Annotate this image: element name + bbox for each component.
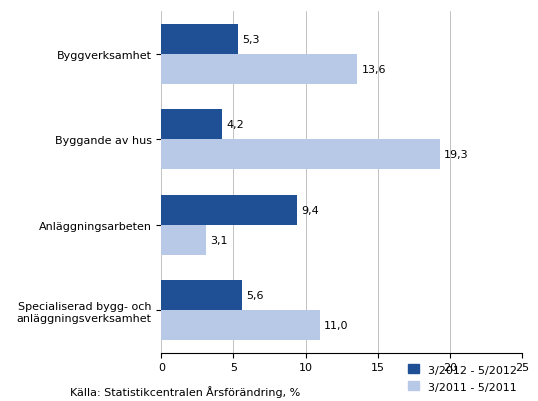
Legend: 3/2012 - 5/2012, 3/2011 - 5/2011: 3/2012 - 5/2012, 3/2011 - 5/2011 xyxy=(404,361,520,395)
Text: 4,2: 4,2 xyxy=(226,120,244,130)
Bar xyxy=(161,195,297,225)
Text: 19,3: 19,3 xyxy=(444,150,469,160)
Text: 3,1: 3,1 xyxy=(210,235,228,245)
Bar xyxy=(161,140,440,170)
Text: Källa: Statistikcentralen: Källa: Statistikcentralen xyxy=(70,387,203,397)
Bar xyxy=(161,280,242,310)
Text: 5,6: 5,6 xyxy=(246,290,264,300)
Text: 13,6: 13,6 xyxy=(362,65,386,75)
Bar xyxy=(161,110,222,140)
Text: Årsförändring, %: Årsförändring, % xyxy=(206,385,300,397)
Bar xyxy=(161,225,206,255)
Bar xyxy=(161,55,357,85)
Bar xyxy=(161,310,320,340)
Bar xyxy=(161,25,238,55)
Text: 9,4: 9,4 xyxy=(301,205,319,215)
Text: 5,3: 5,3 xyxy=(242,35,260,45)
Text: 11,0: 11,0 xyxy=(324,320,349,330)
